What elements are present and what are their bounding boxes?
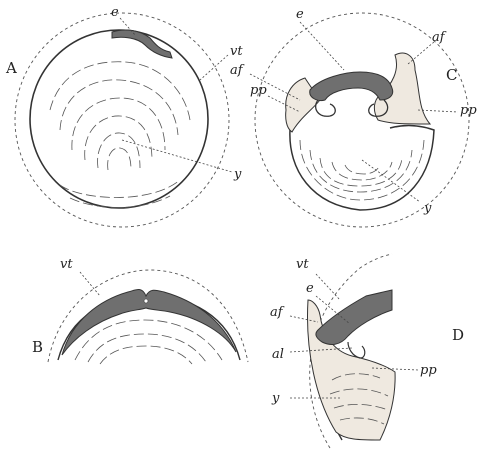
label-e: e <box>306 281 314 296</box>
label-y: y <box>423 201 432 216</box>
leader-pp-left <box>267 95 301 113</box>
label-y: y <box>271 391 280 406</box>
curl-right <box>368 99 389 117</box>
label-y: y <box>233 167 242 182</box>
embryo-blastoderm <box>111 29 173 59</box>
leader-vt <box>315 273 341 301</box>
yolk-layers <box>49 61 191 208</box>
vitelline-membrane-outline <box>14 12 230 228</box>
leader-e <box>299 21 345 71</box>
label-pp-left: pp <box>250 83 267 98</box>
panel-c: C e af af pp pp y <box>230 7 477 228</box>
yolk-layers <box>299 139 425 201</box>
yolk-layers <box>329 373 389 425</box>
label-e: e <box>296 7 304 22</box>
label-e: e <box>111 5 119 20</box>
embryo-cap <box>61 289 237 356</box>
panel-a: A e vt y <box>5 5 243 228</box>
leader-y <box>121 139 233 173</box>
leader-pp-right <box>417 109 459 113</box>
allantois <box>347 341 366 359</box>
panel-d: D vt e af al pp y <box>270 253 464 449</box>
label-vt: vt <box>296 257 309 272</box>
leader-af-right <box>407 41 435 65</box>
embryo-body <box>315 289 393 345</box>
leader-vt <box>79 271 101 297</box>
label-al: al <box>272 347 284 362</box>
vitelline-membrane-outline <box>47 269 249 363</box>
leader-y <box>361 159 421 203</box>
label-af-left: af <box>230 63 245 78</box>
leader-e <box>119 17 137 37</box>
label-vt: vt <box>60 257 73 272</box>
leader-e <box>315 295 351 325</box>
curl-left <box>315 99 336 117</box>
yolk-layers <box>74 319 223 365</box>
yolk-outline <box>289 124 435 211</box>
vitelline-membrane-outline <box>254 12 470 228</box>
label-pp-right: pp <box>460 103 477 118</box>
neural-groove <box>143 298 149 304</box>
leader-af-left <box>249 73 301 101</box>
panel-b: B vt <box>32 257 249 365</box>
yolk-outline <box>29 29 209 209</box>
label-pp: pp <box>420 363 437 378</box>
leader-vt <box>199 54 229 81</box>
embryo-body <box>309 71 394 101</box>
amnion-region <box>307 299 396 441</box>
label-vt: vt <box>230 44 243 59</box>
panel-letter-a: A <box>5 59 17 77</box>
label-af-right: af <box>432 30 447 45</box>
panel-letter-b: B <box>32 338 43 356</box>
label-af: af <box>270 305 285 320</box>
panel-letter-d: D <box>452 326 464 344</box>
panel-letter-c: C <box>446 66 457 84</box>
leader-af <box>289 315 319 323</box>
